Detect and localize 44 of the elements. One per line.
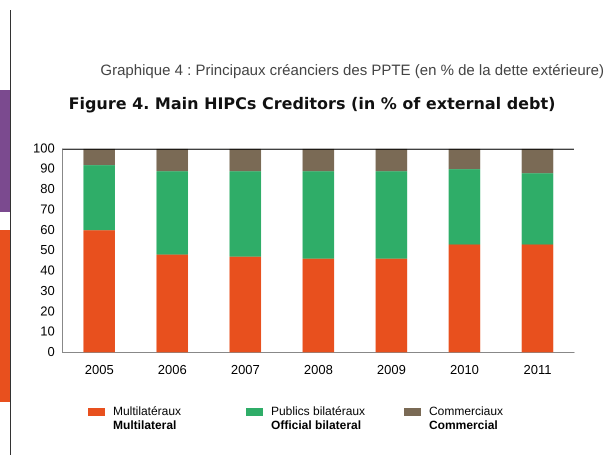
y-tick-label: 90 [40,160,55,176]
bar [83,165,115,230]
bar [376,258,408,352]
x-tick-label: 2007 [230,362,260,377]
x-tick-label: 2005 [84,362,114,377]
bar [302,258,334,352]
bar [448,169,480,244]
y-tick-label: 70 [40,201,55,216]
bar [156,171,188,255]
bar [230,256,262,352]
y-tick-label: 60 [40,222,55,237]
legend-label: Publics bilatéraux Official bilateral [271,404,366,432]
bar [156,254,188,352]
bar [448,244,480,352]
bar [83,148,115,166]
y-tick-label: 40 [40,262,55,278]
bar [230,171,262,257]
bar [448,148,480,170]
x-tick-label: 2010 [450,362,479,377]
y-tick-label: 20 [40,303,55,318]
bar [522,244,554,352]
bar [302,171,334,259]
bar [522,173,554,244]
bar [302,148,334,172]
y-tick-label: 80 [40,181,55,196]
y-tick-label: 50 [40,242,55,258]
bar [230,148,262,172]
y-tick-label: 30 [40,282,55,298]
x-tick-label: 2011 [523,362,552,377]
y-tick-label: 100 [32,140,55,156]
bar [83,230,115,352]
y-tick-label: 0 [47,344,55,359]
x-tick-label: 2009 [376,362,406,377]
y-tick-label: 10 [40,324,55,339]
chart-subtitle: Figure 4. Main HIPCs Creditors (in % of external debt) [68,94,556,113]
bar [376,148,408,172]
x-tick-label: 2008 [304,362,333,377]
chart-title: Graphique 4 : Principaux créanciers des PPTE (en % de la dette extérieure) [99,62,604,79]
bar [522,148,554,174]
bar [156,148,188,172]
x-tick-label: 2006 [158,362,187,377]
legend-label: Multilatéraux Multilateral [113,404,182,432]
legend-label: Commerciaux Commercial [429,404,504,432]
bar [376,171,408,259]
